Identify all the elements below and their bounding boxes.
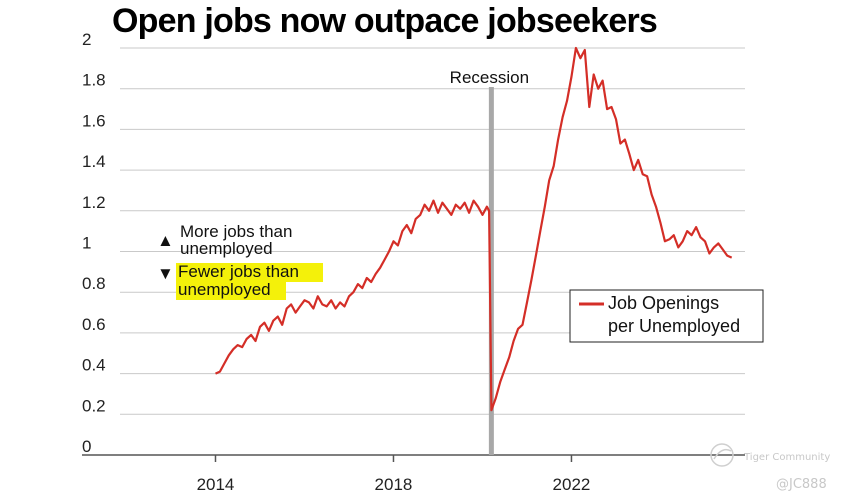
fewer-jobs-label: unemployed: [178, 280, 271, 299]
y-axis: 0 0.2 0.4 0.6 0.8 1 1.2 1.4 1.6 1.8 2: [82, 30, 106, 456]
watermark-handle: @JC888: [776, 477, 827, 492]
legend-label: Job Openings: [608, 293, 719, 313]
x-tick-label: 2018: [375, 475, 413, 494]
fewer-jobs-label: Fewer jobs than: [178, 262, 299, 281]
y-tick-label: 1: [82, 234, 91, 253]
x-axis: 2014 2018 2022: [82, 454, 745, 494]
y-tick-label: 0.2: [82, 396, 106, 415]
fewer-jobs-highlight: [176, 282, 286, 300]
recession-band: Recession: [450, 68, 529, 455]
recession-bar: [488, 87, 494, 455]
down-triangle-icon: ▼: [157, 264, 174, 283]
x-tick-label: 2014: [197, 475, 235, 494]
more-jobs-label: unemployed: [180, 239, 273, 258]
up-triangle-icon: ▲: [157, 231, 174, 250]
y-tick-label: 1.6: [82, 111, 106, 130]
recession-label: Recession: [450, 68, 529, 87]
y-tick-label: 0.4: [82, 356, 106, 375]
threshold-annotation: ▲ More jobs than unemployed ▼ Fewer jobs…: [157, 222, 323, 300]
y-tick-label: 2: [82, 30, 91, 49]
x-tick-label: 2022: [553, 475, 591, 494]
fewer-jobs-highlight: [176, 263, 323, 282]
y-tick-label: 1.2: [82, 193, 106, 212]
y-tick-label: 1.4: [82, 152, 106, 171]
chart-title: Open jobs now outpace jobseekers: [112, 2, 658, 40]
y-tick-label: 1.8: [82, 71, 106, 90]
y-tick-label: 0: [82, 437, 91, 456]
watermark-brand: Tiger Community: [743, 452, 830, 463]
y-tick-label: 0.6: [82, 315, 106, 334]
watermark: Tiger Community @JC888: [710, 443, 830, 492]
legend-label: per Unemployed: [608, 316, 740, 336]
series-line: [215, 46, 733, 412]
tiger-logo-icon: [710, 443, 734, 467]
y-tick-label: 0.8: [82, 274, 106, 293]
series-lines: [215, 46, 733, 412]
tiger-logo-icon: [713, 448, 732, 460]
legend-box: [569, 289, 764, 343]
more-jobs-label: More jobs than: [180, 222, 292, 241]
legend: Job Openings per Unemployed: [569, 289, 764, 343]
